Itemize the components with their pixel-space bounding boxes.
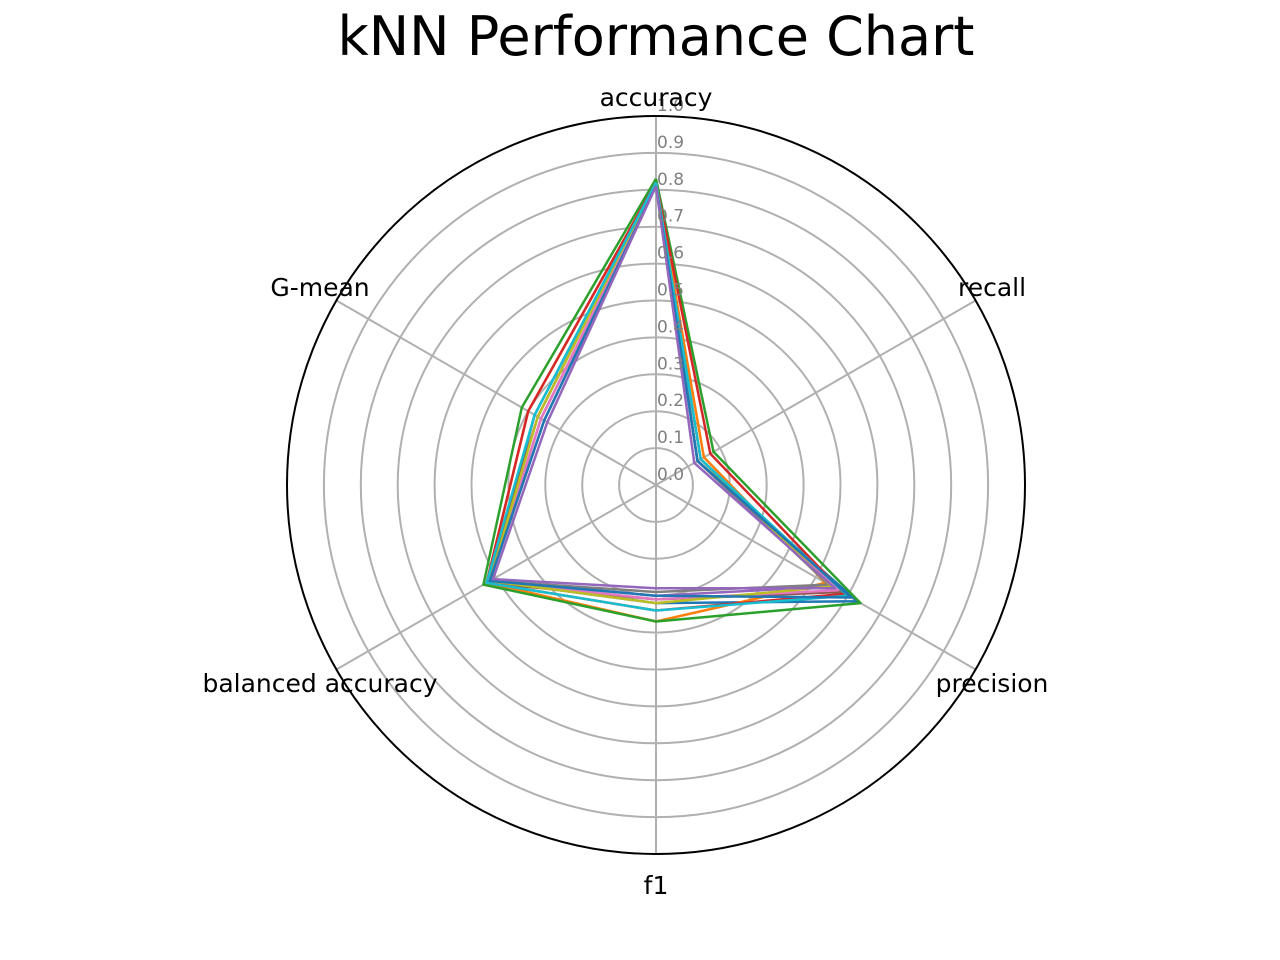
axis-label-f1: f1 [644,871,669,900]
axis-label-accuracy: accuracy [600,83,713,112]
tick-label: 0.2 [657,391,684,411]
spoke-line [335,299,657,486]
tick-label: 0.9 [657,133,684,153]
grid [286,115,1026,855]
axis-label-g-mean: G-mean [270,273,369,302]
tick-label: 0.5 [657,281,684,301]
tick-label: 0.3 [657,354,684,374]
series-line-10 [488,185,853,599]
tick-label: 0.8 [657,170,684,190]
tick-label: 1.0 [657,96,684,116]
series-line-2 [482,178,862,623]
axis-labels: accuracy recall precision f1 balanced accura… [202,83,1048,900]
axis-label-precision: precision [936,669,1049,698]
radial-tick-labels: 0.0 0.1 0.2 0.3 0.4 0.5 0.6 0.7 0.8 0.9 1.0 [657,96,684,485]
tick-label: 0.4 [657,317,684,337]
chart-title: kNN Performance Chart [338,5,975,68]
axis-label-recall: recall [958,273,1026,302]
tick-label: 0.1 [657,428,684,448]
series-line-9 [485,181,849,612]
outer-ring [286,115,1026,855]
series-line-11 [491,185,837,590]
tick-label: 0.6 [657,244,684,264]
tick-label: 0.0 [657,465,684,485]
axis-label-balanced-accuracy: balanced accuracy [202,669,437,698]
spoke-line [335,484,657,671]
spoke-line [655,484,977,671]
series-group [482,178,862,623]
tick-label: 0.7 [657,207,684,227]
